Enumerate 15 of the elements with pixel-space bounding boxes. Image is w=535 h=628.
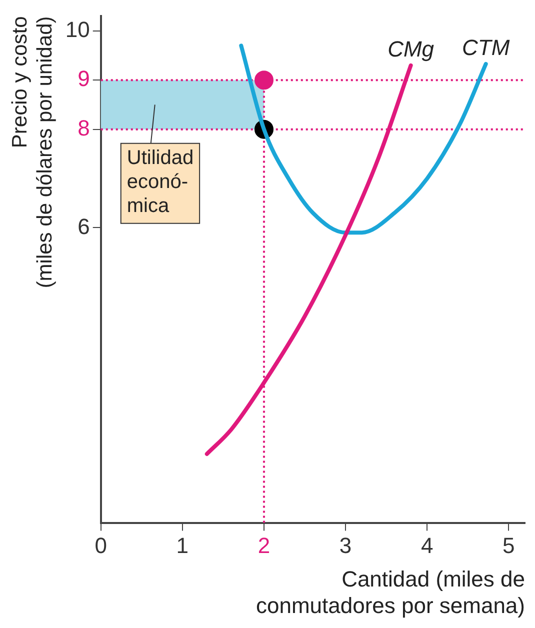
x-tick-label: 4 xyxy=(421,533,434,558)
y-tick-label: 10 xyxy=(65,17,90,42)
x-axis-title: Cantidad (miles de conmutadores por semana) xyxy=(256,566,525,618)
series-label: CMg xyxy=(388,36,435,62)
x-tick-label: 1 xyxy=(176,533,189,558)
x-tick-label: 3 xyxy=(339,533,352,558)
y-tick-label: 9 xyxy=(78,66,90,92)
x-tick-label: 2 xyxy=(258,533,270,558)
y-axis-title: Precio y costo (miles de dólares por unidad) xyxy=(8,16,57,288)
y-tick-label: 8 xyxy=(78,115,90,140)
x-tick-label: 5 xyxy=(502,533,515,558)
y-tick-label: 6 xyxy=(78,214,90,239)
x-tick-label: 0 xyxy=(94,533,107,558)
band-label: Utilidad econó- mica xyxy=(126,146,194,217)
series-label: CTM xyxy=(462,35,510,60)
